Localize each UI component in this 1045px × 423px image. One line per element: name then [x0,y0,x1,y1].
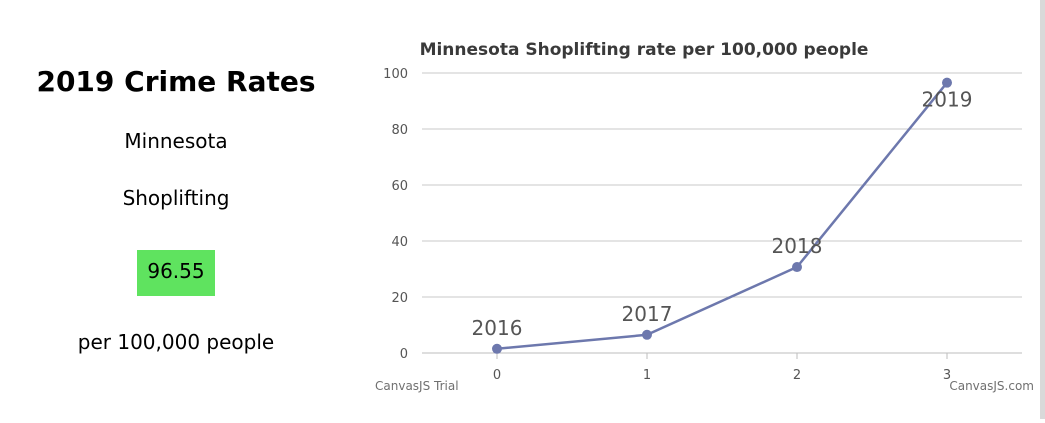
series-layer: 2016 2017 2018 2019 [472,77,973,354]
data-point [792,262,802,273]
series-line [496,81,948,351]
y-tick-label: 20 [391,291,408,306]
y-tick-label: 100 [383,67,408,82]
y-tick-label: 0 [400,347,408,362]
chart-title: Minnesota Shoplifting rate per 100,000 p… [420,40,869,60]
trial-watermark: CanvasJS Trial [375,379,459,393]
chart-container: 0 20 40 60 80 100 0 1 2 3 2016 2017 2018 2019 Minnes… [352,0,1040,419]
y-tick-label: 40 [391,235,408,250]
rate-value-badge: 96.55 [137,250,215,296]
page-title: 2019 Crime Rates [36,65,316,98]
grid-lines [422,72,1022,354]
data-point-label: 2016 [472,316,523,340]
brand-watermark: CanvasJS.com [949,379,1034,393]
y-tick-label: 60 [391,179,408,194]
data-point [942,77,952,88]
x-tick-label: 2 [793,368,801,383]
data-point [492,343,502,354]
x-tick-label: 0 [493,368,501,383]
rate-unit-label: per 100,000 people [77,330,275,354]
line-chart: 0 20 40 60 80 100 0 1 2 3 2016 2017 2018 2019 Minnes… [375,40,1034,393]
x-tick-label: 1 [643,368,651,383]
data-point [642,329,652,340]
summary-panel: 2019 Crime Rates Minnesota Shoplifting 9… [0,0,352,419]
axes: 0 20 40 60 80 100 0 1 2 3 [383,67,951,383]
scrollbar-edge[interactable] [1040,0,1045,419]
state-label: Minnesota [124,129,228,153]
crime-type-label: Shoplifting [122,186,230,210]
x-tick-label: 3 [943,368,951,383]
y-tick-label: 80 [391,123,408,138]
data-point-label: 2019 [922,88,973,112]
data-point-label: 2017 [622,302,673,326]
data-point-label: 2018 [772,234,823,258]
